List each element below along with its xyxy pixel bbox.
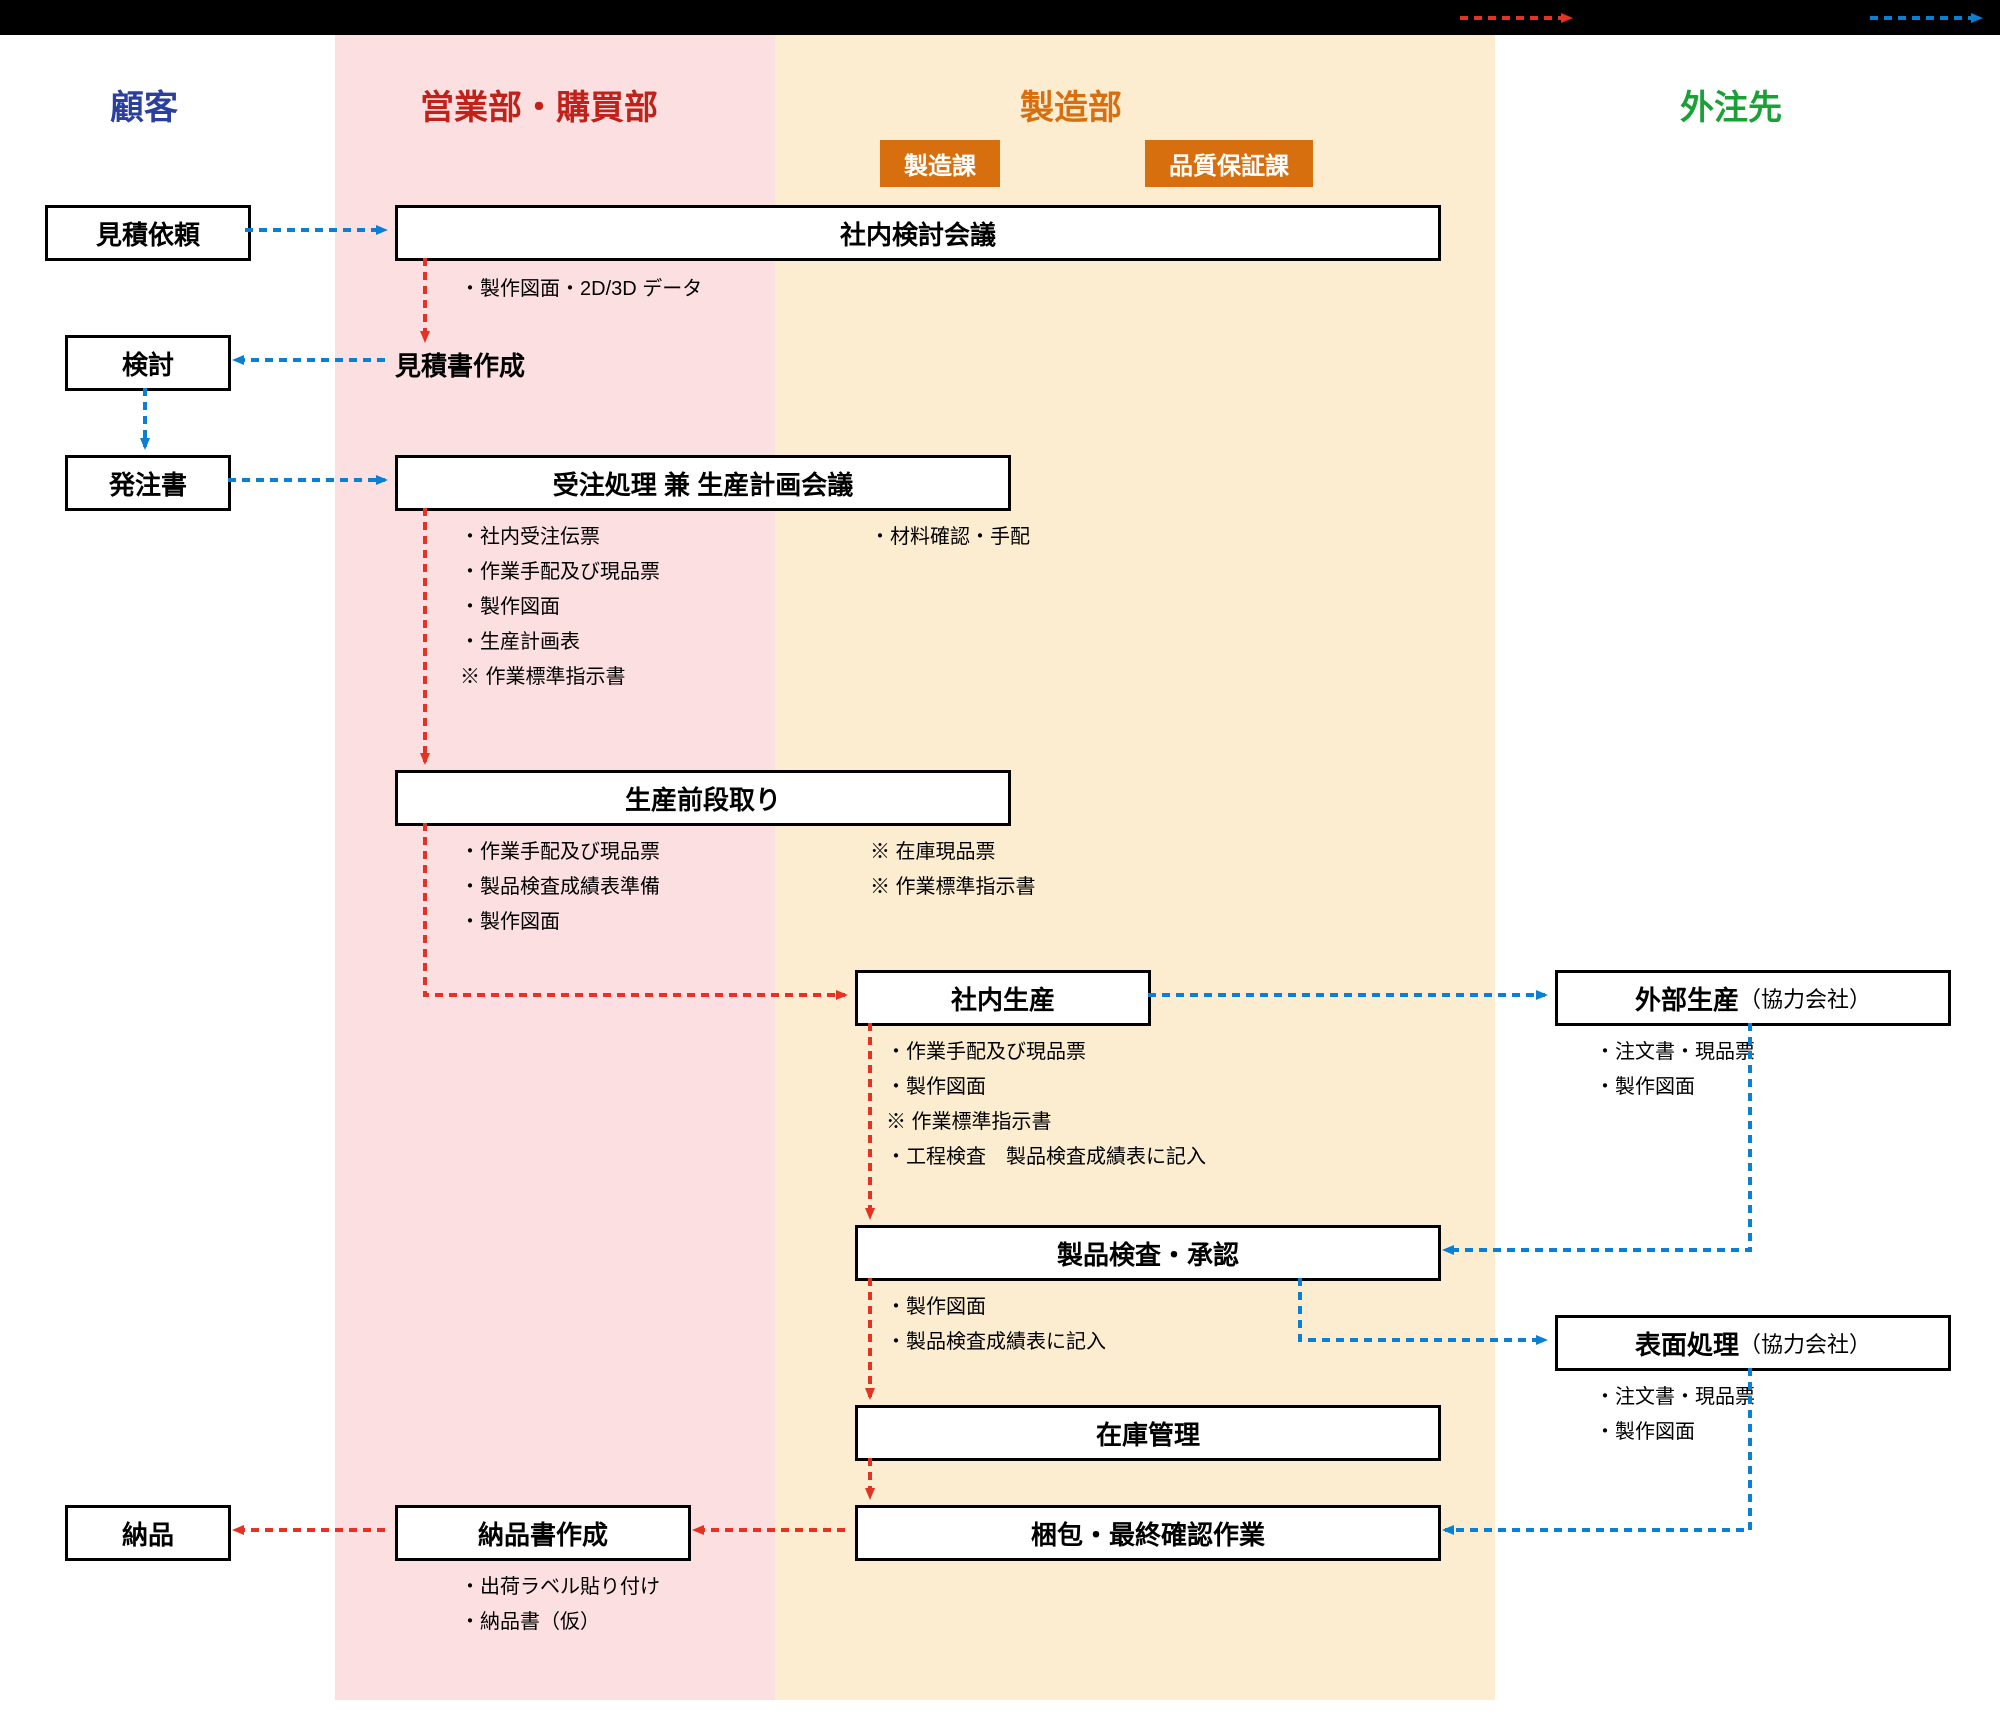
box-label-surface: 表面処理 <box>1635 1325 1739 1362</box>
box-meeting1: 社内検討会議 <box>395 205 1441 261</box>
box-sub-external: （協力会社） <box>1739 982 1871 1014</box>
box-label-meeting1: 社内検討会議 <box>840 215 996 252</box>
box-delivery: 納品 <box>65 1505 231 1561</box>
box-packing: 梱包・最終確認作業 <box>855 1505 1441 1561</box>
box-inspect: 製品検査・承認 <box>855 1225 1441 1281</box>
flowchart-stage: 顧客 営業部・購買部 製造部 外注先製造課 品質保証課見積依頼 社内検討会議検討発注書 受注… <box>0 0 2000 1726</box>
box-review: 検討 <box>65 335 231 391</box>
bullet-b2a: ・社内受注伝票 <box>460 520 600 555</box>
box-label-stock: 在庫管理 <box>1096 1415 1200 1452</box>
box-orderProc: 受注処理 兼 生産計画会議 <box>395 455 1011 511</box>
box-label-quoteReq: 見積依頼 <box>96 215 200 252</box>
box-label-external: 外部生産 <box>1635 980 1739 1017</box>
box-slip: 納品書作成 <box>395 1505 691 1561</box>
bullet-b6a: ・出荷ラベル貼り付け <box>460 1570 660 1605</box>
box-inhouse: 社内生産 <box>855 970 1151 1026</box>
box-label-review: 検討 <box>122 345 174 382</box>
bullet-b2r: ・材料確認・手配 <box>870 520 1030 555</box>
box-label-delivery: 納品 <box>122 1515 174 1552</box>
box-label-packing: 梱包・最終確認作業 <box>1031 1515 1265 1552</box>
bullet-b5a: ・製作図面 <box>886 1290 986 1325</box>
bullet-b3a: ・作業手配及び現品票 <box>460 835 660 870</box>
box-label-inspect: 製品検査・承認 <box>1057 1235 1239 1272</box>
box-label-po: 発注書 <box>109 465 187 502</box>
box-label-orderProc: 受注処理 兼 生産計画会議 <box>553 465 853 502</box>
bullet-b3r1: ※ 在庫現品票 <box>870 835 996 870</box>
bullet-b3r2: ※ 作業標準指示書 <box>870 870 1036 905</box>
lane-title-mfg: 製造部 <box>1020 80 1122 129</box>
bullet-b5sa: ・注文書・現品票 <box>1595 1380 1755 1415</box>
bullet-b3c: ・製作図面 <box>460 905 560 940</box>
box-preProd: 生産前段取り <box>395 770 1011 826</box>
bullet-b2d: ・生産計画表 <box>460 625 580 660</box>
bullet-b4c: ※ 作業標準指示書 <box>886 1105 1052 1140</box>
top-black-bar <box>0 0 2000 35</box>
bullet-b4d: ・工程検査 製品検査成績表に記入 <box>886 1140 1206 1175</box>
tag-qaSection: 品質保証課 <box>1145 140 1313 187</box>
text-quoteMake: 見積書作成 <box>395 346 525 383</box>
box-po: 発注書 <box>65 455 231 511</box>
box-external: 外部生産（協力会社） <box>1555 970 1951 1026</box>
bullet-b2e: ※ 作業標準指示書 <box>460 660 626 695</box>
box-sub-surface: （協力会社） <box>1739 1327 1871 1359</box>
box-stock: 在庫管理 <box>855 1405 1441 1461</box>
bullet-b2c: ・製作図面 <box>460 590 560 625</box>
bullet-b1: ・製作図面・2D/3D データ <box>460 272 702 307</box>
bullet-b4b: ・製作図面 <box>886 1070 986 1105</box>
lane-title-sales: 営業部・購買部 <box>420 80 658 129</box>
bullet-b5b: ・製品検査成績表に記入 <box>886 1325 1106 1360</box>
box-label-inhouse: 社内生産 <box>951 980 1055 1017</box>
bullet-b4eb: ・製作図面 <box>1595 1070 1695 1105</box>
box-surface: 表面処理（協力会社） <box>1555 1315 1951 1371</box>
bullet-b4a: ・作業手配及び現品票 <box>886 1035 1086 1070</box>
bullet-b5sb: ・製作図面 <box>1595 1415 1695 1450</box>
bullet-b6b: ・納品書（仮） <box>460 1605 600 1640</box>
box-label-preProd: 生産前段取り <box>625 780 781 817</box>
box-quoteReq: 見積依頼 <box>45 205 251 261</box>
box-label-slip: 納品書作成 <box>478 1515 608 1552</box>
bullet-b3b: ・製品検査成績表準備 <box>460 870 660 905</box>
tag-mfgSection: 製造課 <box>880 140 1000 187</box>
lane-title-customer: 顧客 <box>110 80 178 129</box>
bullet-b2b: ・作業手配及び現品票 <box>460 555 660 590</box>
lane-title-outsourcer: 外注先 <box>1680 80 1782 129</box>
bullet-b4ea: ・注文書・現品票 <box>1595 1035 1755 1070</box>
